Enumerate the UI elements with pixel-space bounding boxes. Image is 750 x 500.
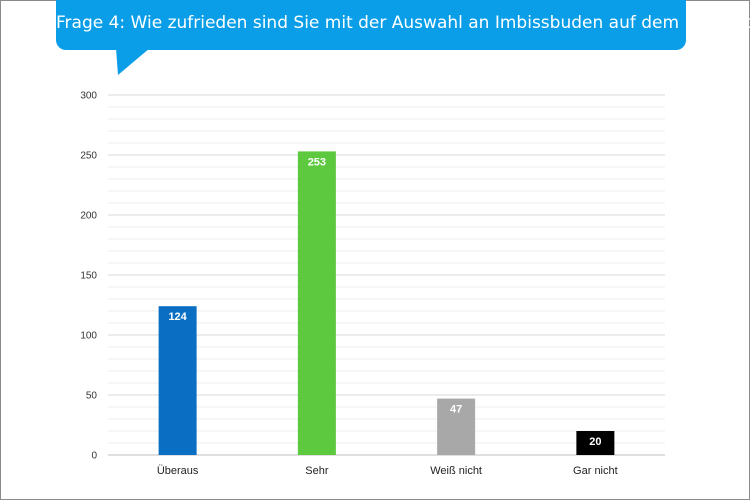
y-tick-label: 100 (80, 331, 97, 342)
y-tick-label: 300 (80, 91, 97, 102)
category-label: Sehr (305, 465, 329, 477)
y-tick-label: 0 (91, 451, 97, 462)
bar (158, 306, 197, 455)
bar (297, 151, 336, 455)
chart-title: Frage 4: Wie zufrieden sind Sie mit der … (56, 13, 750, 33)
y-tick-label: 50 (86, 391, 98, 402)
bar-value-label: 20 (589, 436, 601, 448)
category-label: Überaus (157, 465, 199, 477)
speech-bubble-tail (116, 48, 150, 75)
data-labels: 124 253 47 20 (168, 156, 601, 448)
category-label: Gar nicht (573, 465, 618, 477)
bar (576, 431, 615, 455)
title-banner: Frage 4: Wie zufrieden sind Sie mit der … (56, 0, 750, 50)
bars (158, 151, 615, 455)
bar-value-label: 124 (168, 311, 187, 323)
bar-value-label: 47 (450, 404, 462, 416)
gridlines (108, 94, 665, 456)
y-tick-label: 200 (80, 211, 97, 222)
y-tick-label: 150 (80, 271, 97, 282)
y-axis-ticks: 0 50 100 150 200 250 300 (80, 91, 97, 462)
y-tick-label: 250 (80, 151, 97, 162)
bar-value-label: 253 (308, 156, 326, 168)
category-labels: Überaus Sehr Weiß nicht Gar nicht (157, 465, 618, 477)
bar (437, 398, 476, 455)
category-label: Weiß nicht (430, 465, 482, 477)
